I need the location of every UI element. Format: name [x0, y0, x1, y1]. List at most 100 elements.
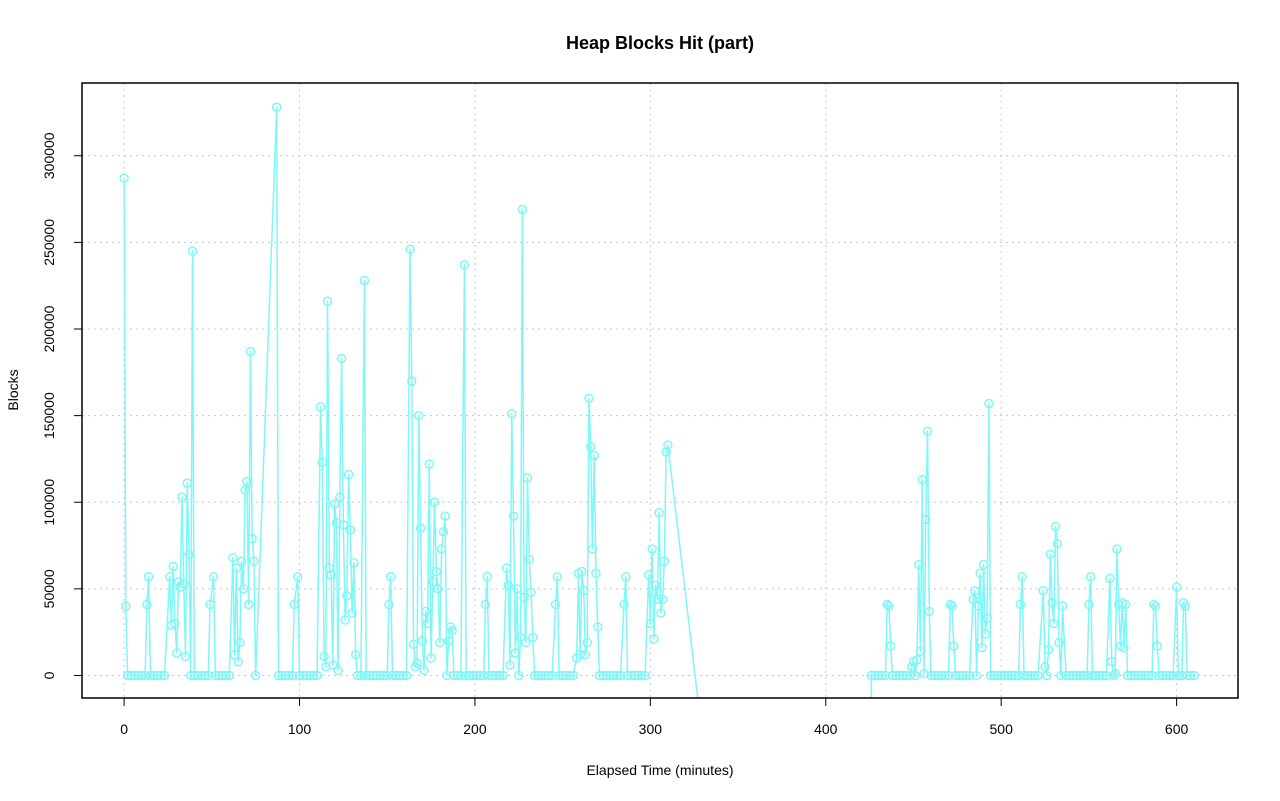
data-point — [880, 670, 891, 681]
data-point — [577, 566, 587, 577]
data-point — [640, 670, 650, 681]
data-point — [1106, 656, 1117, 667]
data-point — [235, 637, 245, 648]
data-point — [468, 670, 478, 681]
data-point — [436, 544, 447, 554]
data-point — [443, 636, 454, 646]
data-point — [417, 636, 428, 646]
data-point — [643, 570, 654, 580]
data-point — [152, 670, 163, 681]
data-point — [224, 670, 235, 681]
data-point — [375, 670, 385, 681]
data-point — [587, 544, 598, 554]
data-point — [1085, 571, 1096, 582]
data-point — [882, 599, 892, 610]
data-point — [1122, 670, 1133, 681]
data-point — [343, 469, 354, 480]
data-point — [475, 670, 485, 681]
data-point — [601, 670, 612, 681]
data-point — [540, 670, 550, 681]
data-point — [980, 629, 991, 639]
data-point — [419, 665, 429, 676]
data-point — [203, 670, 214, 681]
data-point — [387, 670, 398, 681]
data-point — [924, 606, 935, 617]
data-point — [598, 670, 608, 681]
chart-title: Heap Blocks Hit (part) — [566, 33, 754, 53]
data-point — [126, 670, 136, 681]
data-point — [1180, 601, 1191, 611]
data-point — [217, 670, 228, 681]
series-0 — [119, 102, 1199, 698]
data-point — [568, 670, 578, 681]
data-point — [917, 474, 927, 485]
data-point — [1126, 670, 1136, 681]
data-point — [589, 450, 599, 461]
data-point — [414, 410, 424, 421]
data-point — [906, 662, 917, 672]
data-point — [245, 346, 256, 357]
x-axis: 0 100 200 300 400 500 600 — [120, 698, 1188, 737]
data-point — [507, 409, 517, 419]
data-point — [647, 544, 657, 554]
x-tick-label: 600 — [1165, 721, 1189, 737]
data-point — [964, 670, 975, 681]
data-point — [554, 670, 564, 681]
data-point — [487, 670, 498, 681]
data-point — [405, 244, 415, 255]
data-point — [1164, 670, 1175, 681]
data-point — [171, 648, 182, 658]
y-tick-label: 300000 — [41, 132, 57, 179]
data-point — [298, 670, 308, 681]
data-point — [1013, 670, 1024, 681]
data-point — [240, 485, 250, 495]
data-point — [424, 459, 435, 469]
data-point — [322, 296, 333, 307]
data-point — [621, 571, 631, 582]
data-point — [582, 637, 592, 648]
data-point — [1042, 670, 1052, 681]
data-point — [645, 618, 656, 629]
data-point — [1026, 670, 1036, 681]
data-point — [312, 670, 322, 681]
data-point — [142, 599, 152, 610]
data-point — [408, 639, 419, 650]
data-point — [338, 520, 349, 530]
data-point — [236, 556, 247, 566]
data-point — [336, 353, 347, 364]
data-point — [280, 670, 291, 681]
data-point — [133, 670, 143, 681]
data-point — [1017, 571, 1027, 582]
y-tick-label: 250000 — [41, 219, 57, 266]
data-point — [1015, 599, 1026, 610]
data-point — [514, 670, 524, 681]
data-point — [1071, 670, 1082, 681]
data-point — [178, 578, 189, 589]
data-point — [421, 606, 431, 617]
data-point — [1010, 670, 1020, 681]
data-point — [973, 601, 984, 611]
data-point — [977, 643, 987, 653]
data-point — [173, 577, 184, 587]
data-point — [228, 552, 238, 563]
data-point — [1082, 670, 1092, 681]
data-point — [478, 670, 489, 681]
data-point — [164, 571, 175, 582]
data-point — [884, 601, 894, 611]
data-point — [1040, 662, 1050, 672]
data-point — [921, 514, 931, 525]
data-point — [317, 457, 328, 468]
data-point — [649, 634, 659, 644]
data-point — [654, 507, 664, 518]
data-point — [1136, 670, 1147, 681]
data-point — [385, 571, 396, 582]
data-point — [543, 670, 554, 681]
data-point — [428, 577, 438, 587]
data-point — [121, 601, 131, 611]
x-tick-label: 100 — [288, 721, 312, 737]
data-point — [378, 670, 389, 681]
data-point — [978, 559, 989, 570]
data-point — [522, 473, 533, 483]
data-point — [491, 670, 501, 681]
data-point — [985, 670, 996, 681]
